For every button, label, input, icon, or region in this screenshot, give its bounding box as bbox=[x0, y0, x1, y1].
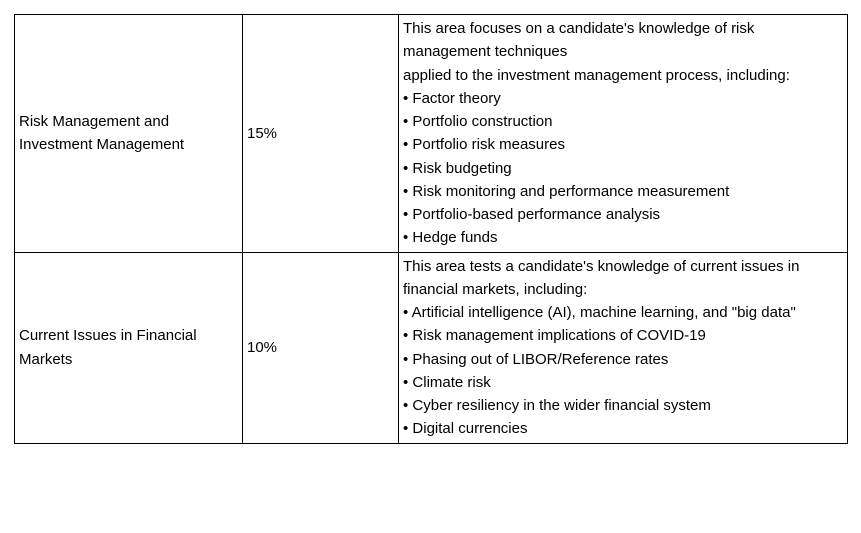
bullet-item: Risk management implications of COVID-19 bbox=[403, 324, 843, 347]
bullet-item: Artificial intelligence (AI), machine le… bbox=[403, 301, 843, 324]
weight-cell: 10% bbox=[243, 252, 399, 443]
description-cell: This area focuses on a candidate's knowl… bbox=[399, 15, 848, 253]
bullet-item: Portfolio construction bbox=[403, 110, 843, 133]
bullet-item: Risk monitoring and performance measurem… bbox=[403, 180, 843, 203]
bullet-item: Cyber resiliency in the wider financial … bbox=[403, 394, 843, 417]
topic-cell: Current Issues in Financial Markets bbox=[15, 252, 243, 443]
bullet-item: Digital currencies bbox=[403, 417, 843, 440]
weight-cell: 15% bbox=[243, 15, 399, 253]
bullet-item: Risk budgeting bbox=[403, 157, 843, 180]
bullet-item: Portfolio-based performance analysis bbox=[403, 203, 843, 226]
intro-text: This area tests a candidate's knowledge … bbox=[403, 258, 799, 298]
table-row: Risk Management and Investment Managemen… bbox=[15, 15, 848, 253]
intro-text: This area focuses on a candidate's knowl… bbox=[403, 20, 754, 60]
intro-text: applied to the investment management pro… bbox=[403, 67, 790, 84]
bullet-item: Phasing out of LIBOR/Reference rates bbox=[403, 348, 843, 371]
bullet-item: Climate risk bbox=[403, 371, 843, 394]
description-cell: This area tests a candidate's knowledge … bbox=[399, 252, 848, 443]
curriculum-table: Risk Management and Investment Managemen… bbox=[14, 14, 848, 444]
bullet-item: Portfolio risk measures bbox=[403, 133, 843, 156]
table-row: Current Issues in Financial Markets 10% … bbox=[15, 252, 848, 443]
bullet-item: Hedge funds bbox=[403, 226, 843, 249]
topic-cell: Risk Management and Investment Managemen… bbox=[15, 15, 243, 253]
bullet-item: Factor theory bbox=[403, 87, 843, 110]
